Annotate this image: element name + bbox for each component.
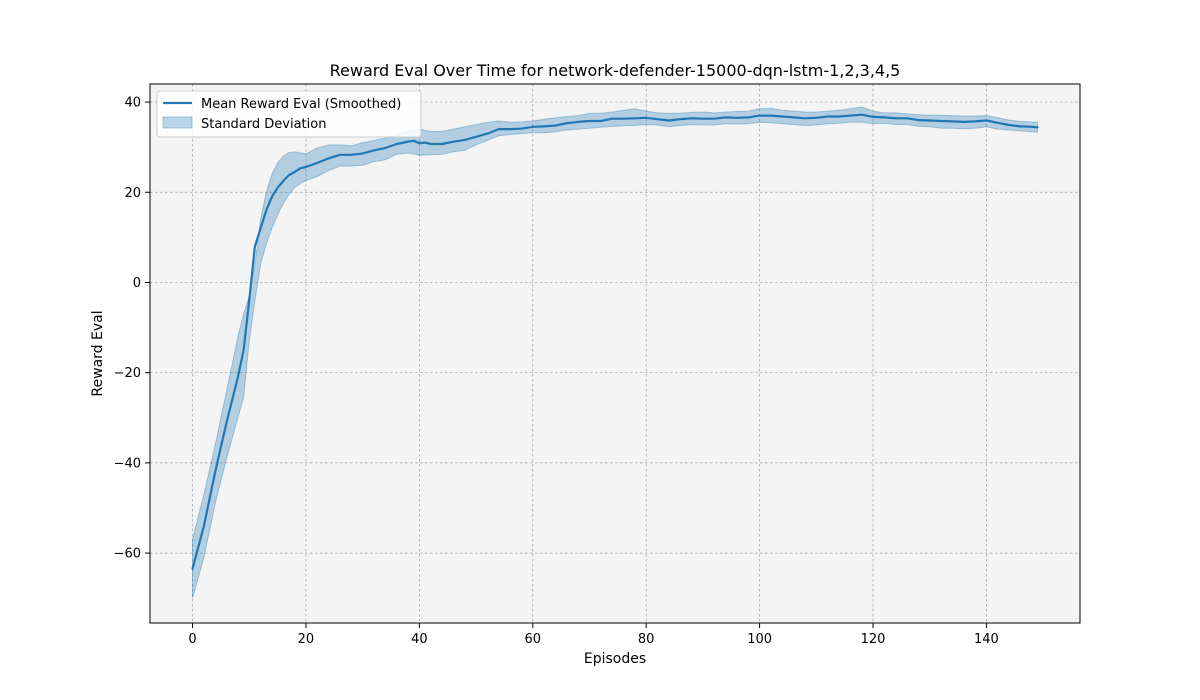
band-layer	[192, 106, 1038, 599]
x-axis-label: Episodes	[584, 651, 646, 667]
legend-band-label: Standard Deviation	[201, 117, 326, 132]
legend-band-swatch	[162, 116, 193, 129]
x-tick-label: 80	[638, 632, 655, 647]
grid-layer	[150, 84, 1080, 623]
std-deviation-band	[192, 106, 1038, 599]
x-tick-label: 100	[747, 632, 772, 647]
y-tick-label: −60	[114, 547, 141, 562]
plot-frame	[149, 83, 1081, 624]
legend-line-label: Mean Reward Eval (Smoothed)	[201, 97, 401, 112]
line-layer	[191, 113, 1039, 571]
y-tick-label: 0	[133, 276, 141, 291]
y-tick-label: 40	[124, 96, 141, 111]
y-axis-label: Reward Eval	[90, 310, 106, 396]
legend: Mean Reward Eval (Smoothed) Standard Dev…	[156, 90, 422, 138]
y-tick-label: −40	[114, 456, 141, 471]
x-tick-label: 20	[298, 632, 315, 647]
mean-reward-line	[191, 113, 1039, 571]
x-tick-label: 0	[188, 632, 196, 647]
tick-layer: 0 20 40 60 80 100 120 140 −60 −40 −20 0 20 40	[114, 96, 999, 647]
x-tick-label: 120	[861, 632, 886, 647]
legend-box	[156, 90, 422, 138]
x-tick-label: 40	[411, 632, 428, 647]
y-tick-label: −20	[114, 366, 141, 381]
x-tick-label: 60	[525, 632, 542, 647]
x-tick-label: 140	[974, 632, 999, 647]
chart-title: Reward Eval Over Time for network-defend…	[330, 61, 901, 80]
plot-area	[150, 84, 1080, 623]
y-tick-label: 20	[124, 186, 141, 201]
